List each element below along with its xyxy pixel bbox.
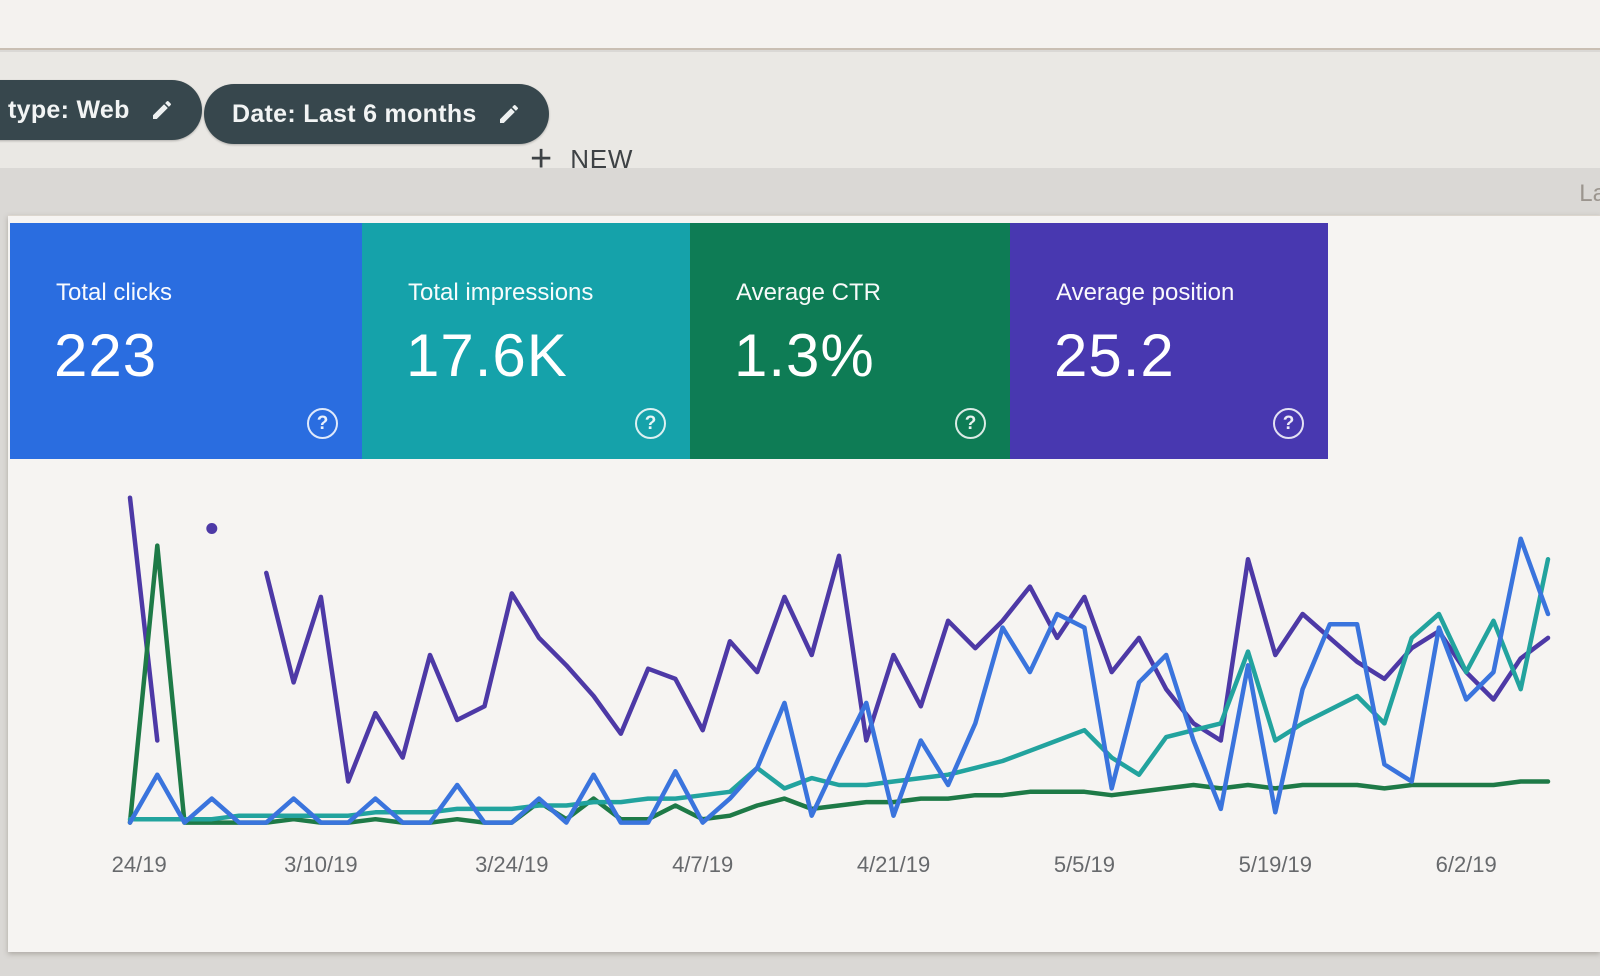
x-axis-label: 5/19/19 [1239,852,1312,877]
question-circle-icon[interactable]: ? [635,408,666,439]
metric-card-label: Total clicks [56,279,173,306]
metric-card-average-position[interactable]: Average position 25.2 ? [1010,223,1328,459]
chart-line-average-position [264,553,1551,784]
metric-card-value: 223 [54,322,158,389]
pencil-icon [150,98,174,122]
metric-cards-row: Total clicks 223 ? Total impressions 17.… [10,223,1332,459]
metric-card-label: Total impressions [408,279,594,306]
metric-card-value: 17.6K [406,322,568,389]
question-circle-icon[interactable]: ? [1273,408,1304,439]
x-axis-label: 3/24/19 [475,852,548,877]
metric-card-value: 25.2 [1054,322,1175,389]
partial-text-right: La [1579,180,1600,207]
chart-line-average-ctr [127,543,1551,825]
metric-card-label: Average CTR [736,279,881,306]
x-axis-label: 4/7/19 [672,852,733,877]
x-axis-label: 3/10/19 [284,852,357,877]
question-circle-icon[interactable]: ? [307,408,338,439]
metric-card-total-clicks[interactable]: Total clicks 223 ? [10,223,362,459]
metric-card-label: Average position [1056,279,1235,306]
page-top-band [0,0,1600,50]
chart-line-total-clicks [127,536,1551,825]
x-axis-label: 6/2/19 [1436,852,1497,877]
pencil-icon [497,102,521,126]
search-type-filter-chip[interactable]: type: Web [0,80,202,140]
date-range-filter-chip[interactable]: Date: Last 6 months [204,84,549,144]
performance-panel: Total clicks 223 ? Total impressions 17.… [8,215,1600,952]
date-range-chip-label: Date: Last 6 months [232,99,477,128]
performance-chart-svg: 2/24/19 3/10/19 3/24/19 4/7/19 4/21/19 5/5/19… [93,495,1551,877]
question-circle-icon[interactable]: ? [955,408,986,439]
performance-chart[interactable]: 2/24/19 3/10/19 3/24/19 4/7/19 4/21/19 5/5/19… [93,474,1572,894]
metric-card-average-ctr[interactable]: Average CTR 1.3% ? [690,223,1010,459]
x-axis-label: 5/5/19 [1054,852,1115,877]
metric-card-total-impressions[interactable]: Total impressions 17.6K ? [362,223,690,459]
plus-icon: + [530,138,553,180]
new-filter-button[interactable]: + NEW [530,140,633,178]
chart-line-average-position [127,495,160,743]
chart-point [206,523,218,534]
new-button-label: NEW [570,143,634,174]
search-type-chip-label: type: Web [8,95,130,124]
chart-line-total-impressions [127,556,1551,822]
filter-toolbar: type: Web Date: Last 6 months + NEW La [0,52,1600,207]
x-axis-label: 4/21/19 [857,852,930,877]
metric-card-value: 1.3% [734,322,875,389]
x-axis-label: 2/24/19 [112,852,167,877]
